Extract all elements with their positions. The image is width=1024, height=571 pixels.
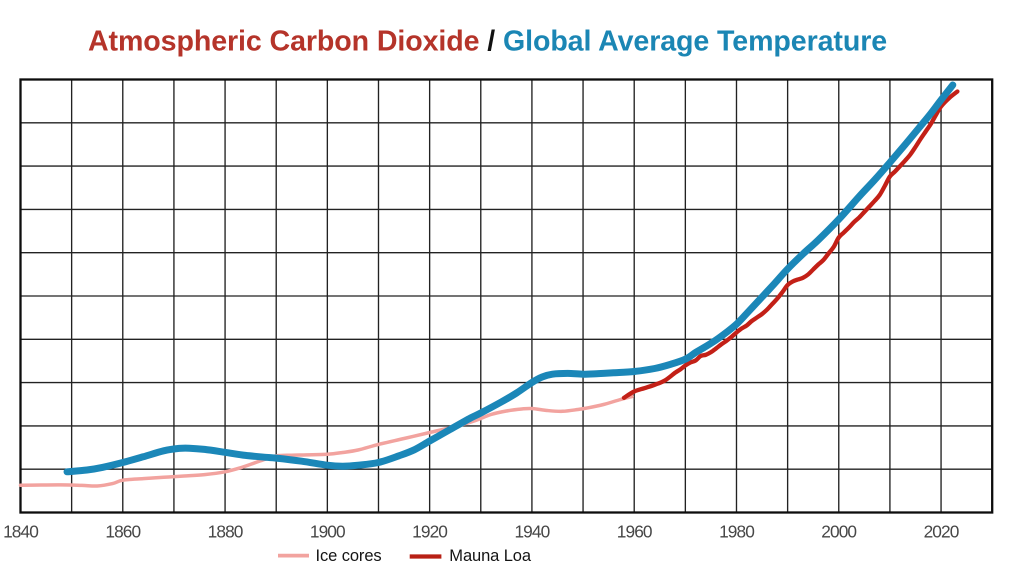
svg-text:Mauna Loa: Mauna Loa [449, 547, 532, 565]
svg-text:1840: 1840 [3, 521, 38, 541]
svg-text:1960: 1960 [617, 521, 652, 541]
svg-text:1980: 1980 [719, 521, 754, 541]
svg-text:2000: 2000 [821, 521, 856, 541]
svg-text:Atmospheric Carbon Dioxide / G: Atmospheric Carbon Dioxide / Global Aver… [88, 26, 887, 58]
svg-text:1880: 1880 [208, 521, 243, 541]
svg-text:Ice cores: Ice cores [316, 547, 382, 565]
svg-text:1900: 1900 [310, 521, 345, 541]
svg-text:1860: 1860 [105, 521, 140, 541]
svg-text:2020: 2020 [924, 521, 959, 541]
svg-text:1940: 1940 [514, 521, 549, 541]
svg-text:1920: 1920 [412, 521, 447, 541]
